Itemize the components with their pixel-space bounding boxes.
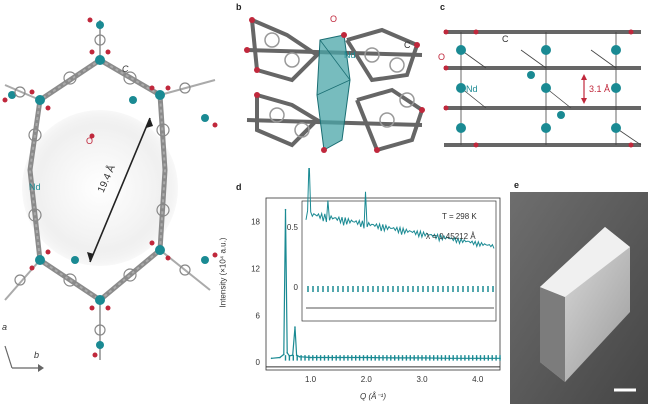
data-point	[309, 356, 312, 359]
sem-image	[510, 192, 648, 404]
panel-d-label: d	[236, 182, 242, 192]
data-point	[365, 356, 368, 359]
axis-a-label: a	[2, 322, 8, 332]
inset-series	[305, 158, 495, 249]
label-c: C	[404, 40, 411, 50]
panel-e-label: e	[514, 180, 520, 190]
panel-a-structure	[2, 17, 218, 372]
xlabel: Q (Å⁻¹)	[360, 392, 386, 401]
panel-a: C O Nd 19.4 Å a b	[0, 0, 230, 404]
plot-frame	[265, 197, 501, 371]
label-o: O	[86, 136, 94, 146]
data-point	[279, 356, 281, 359]
data-point	[294, 326, 296, 328]
panel-b: b O Nd C	[232, 0, 432, 165]
temperature-label: T = 298 K	[442, 212, 477, 221]
data-point	[283, 353, 285, 356]
data-point	[284, 208, 287, 211]
data-point	[286, 352, 288, 354]
spacing-label: 3.1 Å	[589, 84, 611, 94]
panel-c-label: c	[440, 2, 446, 12]
data-point	[476, 357, 479, 360]
panel-c-structure	[443, 29, 642, 148]
series-line-0	[271, 209, 500, 359]
x-tick-label: 1.0	[305, 375, 317, 384]
data-point	[270, 357, 273, 360]
ylabel: Intensity (×10⁴ a.u.)	[218, 237, 228, 308]
label-o: O	[438, 52, 446, 62]
y-tick-label: 0	[256, 358, 261, 367]
label-c: C	[122, 64, 129, 74]
panel-d: d 18 12 6 0 1.0 2.0 3.0 4.0 0.5 0 Intensity (×10⁴…	[218, 158, 504, 404]
axis-b-label: b	[34, 350, 40, 360]
y-tick-label: 12	[251, 264, 260, 273]
panel-b-structure	[244, 17, 425, 153]
distance-arrow	[89, 117, 151, 263]
data-point	[337, 356, 340, 359]
pore-glow	[22, 110, 178, 266]
inset-frame	[301, 200, 497, 322]
x-tick-label: 3.0	[416, 375, 428, 384]
wavelength-label: λ = 0.45212 Å	[426, 232, 476, 241]
label-nd: Nd	[29, 182, 41, 192]
y-tick-label: 18	[251, 217, 260, 226]
label-o: O	[330, 14, 338, 24]
inset-y-tick-label: 0	[294, 283, 299, 292]
label-c: C	[502, 34, 509, 44]
diffraction-chart: 18 12 6 0 1.0 2.0 3.0 4.0 0.5 0	[251, 158, 501, 384]
axis-a-line	[4, 345, 13, 369]
data-point	[298, 355, 301, 358]
inset-y-tick-label: 0.5	[287, 223, 299, 232]
x-tick-label: 2.0	[361, 375, 373, 384]
panel-e: e	[510, 178, 648, 404]
label-nd: Nd	[466, 84, 478, 94]
x-tick-label: 4.0	[472, 375, 484, 384]
y-tick-label: 6	[256, 311, 261, 320]
label-nd: Nd	[344, 50, 356, 60]
panel-b-label: b	[236, 2, 242, 12]
panel-c: c C O Nd 3.1	[436, 0, 648, 165]
